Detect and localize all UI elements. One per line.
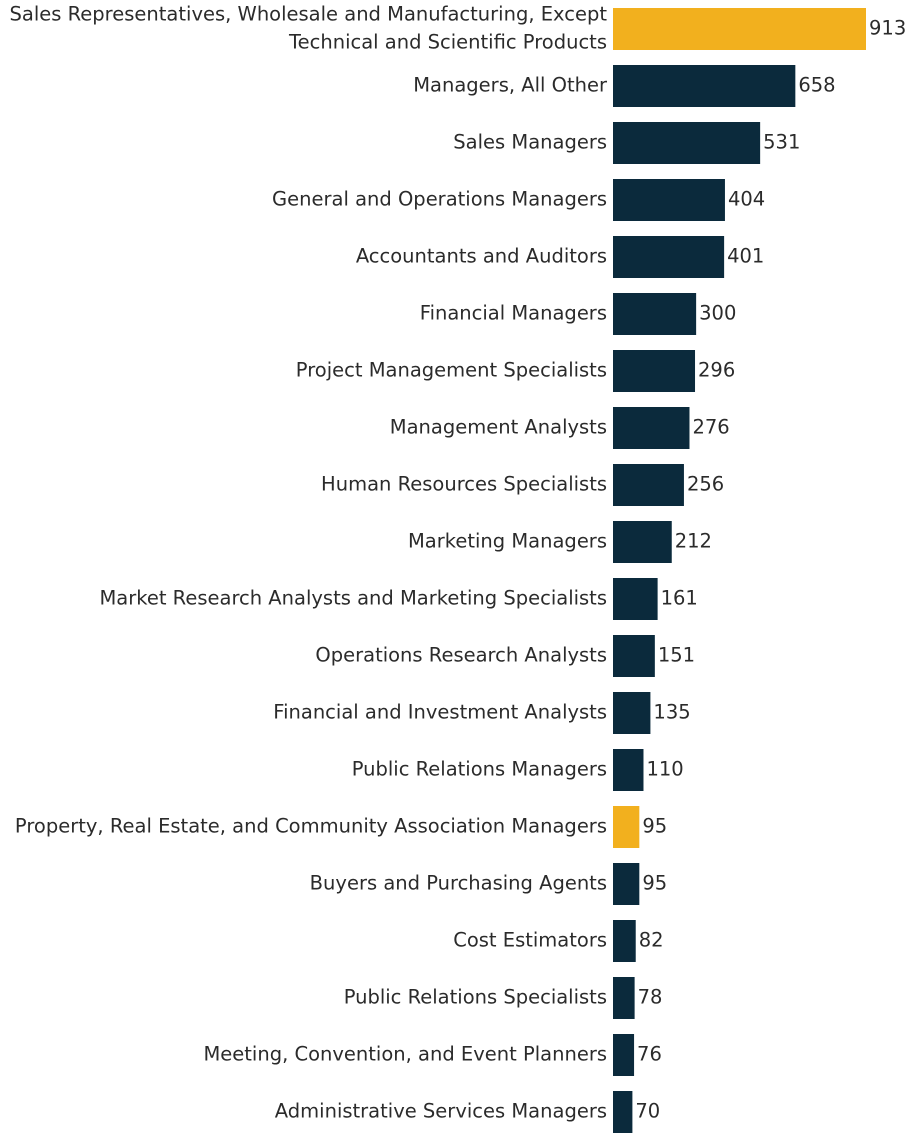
bar-row: Project Management Specialists 296 [296,350,735,392]
bar-row: Property, Real Estate, and Community Ass… [15,806,667,848]
value-label: 70 [635,1100,660,1123]
bar [613,407,690,449]
category-label: Human Resources Specialists [321,473,607,496]
value-label: 531 [763,131,800,154]
category-label: Buyers and Purchasing Agents [310,872,607,895]
bar-row: Administrative Services Managers 70 [275,1091,660,1133]
bar-row: Buyers and Purchasing Agents 95 [310,863,667,905]
value-label: 95 [642,815,667,838]
bar-row: General and Operations Managers 404 [272,179,765,221]
bar-row: Sales Representatives, Wholesale and Man… [10,3,907,54]
bar [613,578,658,620]
bar-row: Accountants and Auditors 401 [356,236,764,278]
category-label: Marketing Managers [408,530,607,553]
category-label: Cost Estimators [453,929,607,952]
value-label: 95 [642,872,667,895]
category-label: Operations Research Analysts [315,644,607,667]
bar [613,1034,635,1076]
value-label: 135 [653,701,690,724]
category-label: Financial Managers [420,302,607,325]
bar [613,179,725,221]
bar-row: Managers, All Other 658 [413,65,836,107]
bar [613,65,796,107]
bar-row: Human Resources Specialists 256 [321,464,724,506]
category-label: Property, Real Estate, and Community Ass… [15,815,607,838]
value-label: 256 [687,473,724,496]
bar [613,293,697,335]
value-label: 110 [646,758,683,781]
category-label: General and Operations Managers [272,188,607,211]
bar [613,8,866,50]
value-label: 913 [869,17,906,40]
category-label: Public Relations Specialists [344,986,607,1009]
bar [613,977,635,1019]
bar [613,236,725,278]
category-label: Management Analysts [390,416,607,439]
value-label: 276 [692,416,729,439]
bar [613,1091,633,1133]
category-label: Meeting, Convention, and Event Planners [203,1043,607,1066]
bar-row: Marketing Managers 212 [408,521,712,563]
category-label: Accountants and Auditors [356,245,607,268]
value-label: 76 [637,1043,662,1066]
bar-row: Sales Managers 531 [453,122,800,164]
category-label: Financial and Investment Analysts [273,701,607,724]
value-label: 78 [638,986,663,1009]
bar [613,464,684,506]
bar [613,122,761,164]
bar-row: Public Relations Specialists 78 [344,977,663,1019]
bar-row: Management Analysts 276 [390,407,730,449]
category-label: Public Relations Managers [352,758,607,781]
category-label: Project Management Specialists [296,359,607,382]
bar [613,806,640,848]
category-label: Sales Managers [453,131,607,154]
bar [613,920,636,962]
value-label: 401 [727,245,764,268]
value-label: 82 [639,929,664,952]
category-label: Managers, All Other [413,74,608,97]
bar-row: Operations Research Analysts 151 [315,635,695,677]
value-label: 404 [728,188,765,211]
bar [613,635,655,677]
bar-row: Financial Managers 300 [420,293,736,335]
value-label: 300 [699,302,736,325]
bar-row: Market Research Analysts and Marketing S… [99,578,698,620]
bar [613,521,672,563]
bar-row: Financial and Investment Analysts 135 [273,692,691,734]
category-label: Sales Representatives, Wholesale and Man… [10,3,608,54]
value-label: 212 [675,530,712,553]
bar-row: Meeting, Convention, and Event Planners 7… [203,1034,662,1076]
value-label: 161 [661,587,698,610]
bar-row: Cost Estimators 82 [453,920,664,962]
bar [613,863,640,905]
bar [613,350,696,392]
value-label: 658 [798,74,835,97]
category-label: Market Research Analysts and Marketing S… [99,587,607,610]
bar [613,749,644,791]
category-label: Administrative Services Managers [275,1100,607,1123]
value-label: 151 [658,644,695,667]
bar-row: Public Relations Managers 110 [352,749,684,791]
bar [613,692,651,734]
value-label: 296 [698,359,735,382]
